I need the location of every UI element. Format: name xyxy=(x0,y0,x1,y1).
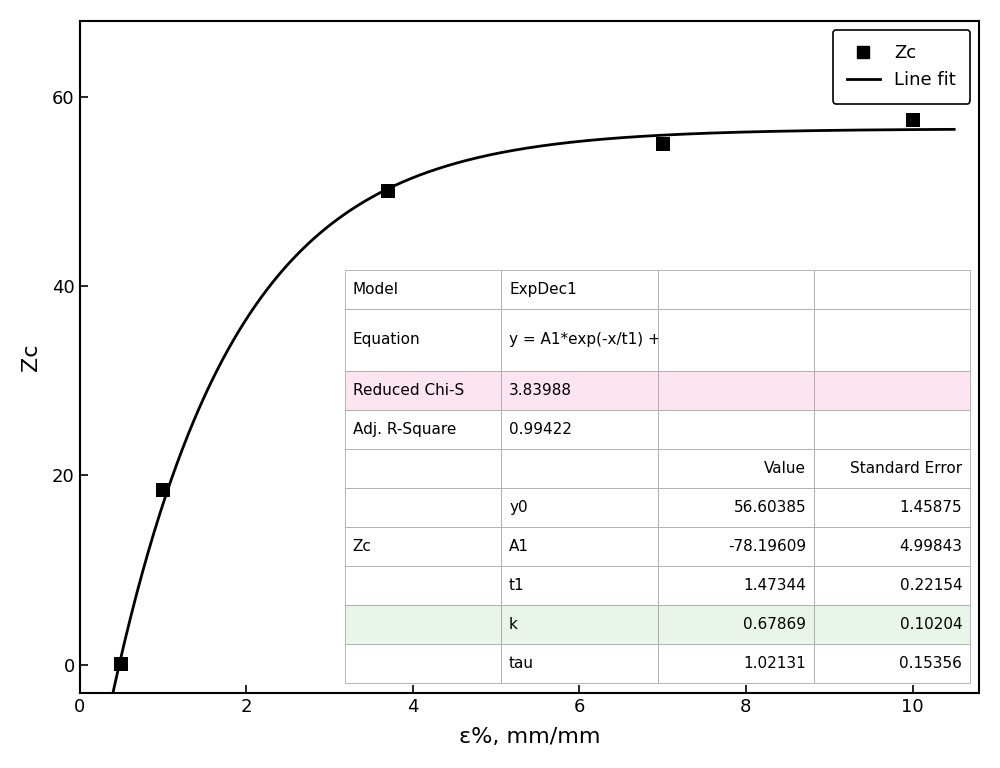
Y-axis label: Zc: Zc xyxy=(21,343,41,371)
Point xyxy=(155,483,171,495)
Legend: Zc, Line fit: Zc, Line fit xyxy=(833,30,970,104)
Point xyxy=(380,185,396,197)
Point xyxy=(905,114,921,127)
Point xyxy=(113,657,129,670)
X-axis label: ε%, mm/mm: ε%, mm/mm xyxy=(459,727,600,747)
Point xyxy=(655,137,671,150)
